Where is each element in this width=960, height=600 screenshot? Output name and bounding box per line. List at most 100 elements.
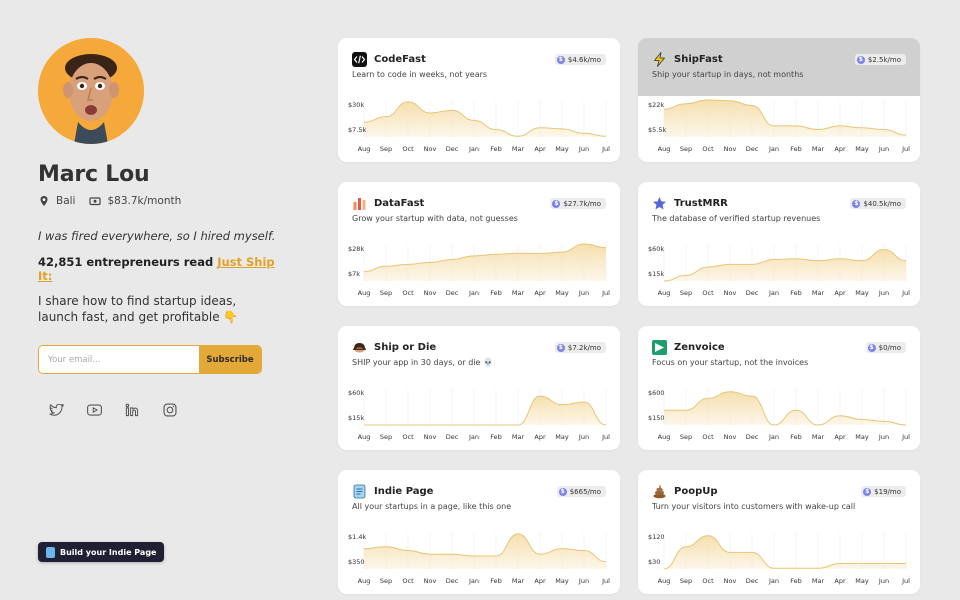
y-tick-label: $15k xyxy=(648,270,664,278)
startup-card-datafast[interactable]: DataFast $ $27.7k/mo Grow your startup w… xyxy=(338,182,620,306)
card-description: Focus on your startup, not the invoices xyxy=(652,358,809,367)
profile-quote: I was fired everywhere, so I hired mysel… xyxy=(38,229,276,243)
x-tick-label: Mar xyxy=(512,289,525,297)
mrr-value: $2.5k/mo xyxy=(867,55,901,64)
just-ship-it-link[interactable]: Just Ship It: xyxy=(38,255,275,283)
youtube-icon[interactable] xyxy=(84,400,104,420)
profile-revenue: $83.7k/month xyxy=(107,195,182,207)
x-tick-label: Aug xyxy=(658,577,671,585)
card-header: DataFast xyxy=(352,196,424,211)
x-tick-label: Apr xyxy=(834,433,846,441)
x-tick-label: Mar xyxy=(512,145,525,153)
x-tick-label: Oct xyxy=(702,433,714,441)
x-tick-label: Dec xyxy=(746,433,759,441)
x-tick-label: Aug xyxy=(658,289,671,297)
x-tick-label: Jun xyxy=(878,433,889,441)
build-indie-page-button[interactable]: Build your Indie Page xyxy=(38,542,165,562)
location-pin-icon xyxy=(38,195,50,207)
x-tick-label: Aug xyxy=(658,433,671,441)
x-tick-label: Mar xyxy=(512,577,525,585)
x-tick-label: May xyxy=(855,145,869,153)
y-tick-label: $600 xyxy=(648,389,665,397)
revenue-line xyxy=(363,243,607,273)
x-tick-label: Oct xyxy=(402,433,414,441)
y-tick-label: $60k xyxy=(648,245,664,253)
startup-card-ship-or-die[interactable]: Ship or Die $ $7.2k/mo SHIP your app in … xyxy=(338,326,620,450)
mrr-value: $27.7k/mo xyxy=(563,199,601,208)
card-description: Turn your visitors into customers with w… xyxy=(652,502,856,511)
card-description: Ship your startup in days, not months xyxy=(652,70,804,79)
x-tick-label: Jan xyxy=(768,433,779,441)
twitter-icon[interactable] xyxy=(46,400,66,420)
x-tick-label: Feb xyxy=(490,289,502,297)
startup-card-zenvoice[interactable]: Zenvoice $ $0/mo Focus on your startup, … xyxy=(638,326,920,450)
dollar-icon: $ xyxy=(556,343,565,352)
profile-meta: Bali $83.7k/month xyxy=(38,195,278,207)
revenue-line xyxy=(663,99,907,136)
instagram-icon[interactable] xyxy=(160,400,180,420)
x-tick-label: Mar xyxy=(812,145,825,153)
startup-card-shipfast[interactable]: ShipFast $ $2.5k/mo Ship your startup in… xyxy=(638,38,920,162)
card-header: Ship or Die xyxy=(352,340,436,355)
page-icon xyxy=(46,546,55,558)
x-tick-label: May xyxy=(555,577,569,585)
dollar-icon: $ xyxy=(852,199,861,208)
x-tick-label: Mar xyxy=(812,289,825,297)
x-tick-label: Nov xyxy=(424,289,437,297)
revenue-line xyxy=(663,535,906,570)
revenue-chart: $60k $15k Aug Sep Oct Nov Dec Jan Feb Mar Apr May Ju… xyxy=(648,244,910,297)
x-tick-label: Jan xyxy=(768,145,779,153)
x-tick-label: Sep xyxy=(380,433,392,441)
x-tick-label: Apr xyxy=(534,289,546,297)
x-tick-label: Nov xyxy=(724,145,737,153)
x-tick-label: Aug xyxy=(358,577,371,585)
x-tick-label: Sep xyxy=(380,577,392,585)
card-title: DataFast xyxy=(374,198,425,209)
card-title: Indie Page xyxy=(374,486,434,497)
startup-card-codefast[interactable]: CodeFast $ $4.6k/mo Learn to code in wee… xyxy=(338,38,620,162)
x-tick-label: Aug xyxy=(658,145,671,153)
x-tick-label: Dec xyxy=(446,577,459,585)
x-tick-label: Dec xyxy=(446,145,459,153)
x-tick-label: Apr xyxy=(534,577,546,585)
mrr-value: $0/mo xyxy=(878,343,901,352)
readers-line: 42,851 entrepreneurs read Just Ship It: xyxy=(38,255,278,283)
mrr-value: $7.2k/mo xyxy=(567,343,601,352)
linkedin-icon[interactable] xyxy=(122,400,142,420)
card-header: PoopUp xyxy=(652,484,718,499)
revenue-chart: $600 $150 Aug Sep Oct Nov Dec Jan Feb Mar Apr May Ju… xyxy=(648,388,910,441)
x-tick-label: Jan xyxy=(768,289,779,297)
x-tick-label: Oct xyxy=(702,145,714,153)
y-tick-label: $60k xyxy=(348,389,364,397)
dollar-icon: $ xyxy=(863,487,872,496)
x-tick-label: Oct xyxy=(402,145,414,153)
card-header: CodeFast xyxy=(352,52,426,67)
revenue-line xyxy=(363,533,607,563)
y-tick-label: $7.5k xyxy=(348,126,366,134)
x-tick-label: Sep xyxy=(680,577,692,585)
x-tick-label: Dec xyxy=(446,289,459,297)
dollar-icon: $ xyxy=(558,487,567,496)
y-tick-label: $30k xyxy=(348,101,364,109)
profile-location: Bali xyxy=(56,195,76,207)
y-tick-label: $1.4k xyxy=(348,533,366,541)
x-tick-label: Jun xyxy=(878,577,889,585)
card-header: TrustMRR xyxy=(652,196,728,211)
subscribe-button[interactable]: Subscribe xyxy=(199,346,261,373)
x-tick-label: May xyxy=(855,577,869,585)
star-icon xyxy=(652,196,667,211)
x-tick-label: Dec xyxy=(746,145,759,153)
card-title: PoopUp xyxy=(674,486,718,497)
x-tick-label: Oct xyxy=(402,289,414,297)
x-tick-label: Apr xyxy=(834,289,846,297)
x-tick-label: Jul xyxy=(901,433,910,441)
x-tick-label: Jun xyxy=(578,433,589,441)
x-tick-label: Feb xyxy=(790,433,802,441)
revenue-area xyxy=(664,249,906,281)
email-input[interactable] xyxy=(39,346,199,373)
startup-card-trustmrr[interactable]: TrustMRR $ $40.5k/mo The database of ver… xyxy=(638,182,920,306)
startup-card-poopup[interactable]: PoopUp $ $19/mo Turn your visitors into … xyxy=(638,470,920,594)
startup-card-indie-page[interactable]: Indie Page $ $665/mo All your startups i… xyxy=(338,470,620,594)
avatar xyxy=(38,38,144,144)
x-tick-label: Jul xyxy=(601,433,610,441)
